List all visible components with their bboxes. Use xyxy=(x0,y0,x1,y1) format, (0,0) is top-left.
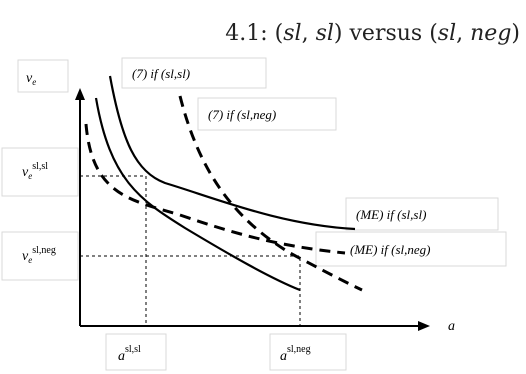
y-axis-arrow-icon xyxy=(75,88,85,100)
y-axis-label-box xyxy=(17,59,69,93)
curve-me-slsl xyxy=(108,75,356,231)
curve-me-slneg-label-box xyxy=(315,231,507,267)
a-slneg-label-box xyxy=(269,333,347,371)
curve-7-slneg-label-box xyxy=(197,97,337,131)
title-pair2-b: neg xyxy=(470,21,511,46)
guide-slsl xyxy=(80,175,147,326)
ve-slneg-label-box xyxy=(1,231,79,281)
title-prefix: 4.1: xyxy=(225,21,274,46)
ve-slsl-label-box xyxy=(1,147,79,197)
title-pair2-a: sl xyxy=(438,21,456,46)
curve-me-slsl-label: (ME) if (sl,sl) xyxy=(356,207,426,222)
ve-slneg-label: vesl,neg xyxy=(22,245,56,265)
curve-7-slneg xyxy=(178,95,363,292)
y-axis-label: ve xyxy=(26,71,36,87)
curve-7-slsl-label: (7) if (sl,sl) xyxy=(132,66,190,81)
x-axis-label: a xyxy=(448,319,455,334)
curve-7-slsl-label-box xyxy=(121,57,267,89)
title-versus: versus xyxy=(343,21,430,46)
ve-slsl-label: vesl,sl xyxy=(22,161,48,181)
curve-me-slsl-label-box xyxy=(345,197,499,231)
figure-title: 4.1: (sl, sl) versus (sl, neg) xyxy=(225,21,520,46)
a-slsl-label-box xyxy=(105,333,167,371)
curve-me-slneg xyxy=(84,123,346,255)
curve-7-slsl xyxy=(94,97,301,292)
curve-7-slneg-label: (7) if (sl,neg) xyxy=(208,107,276,122)
a-slneg-label: asl,neg xyxy=(280,344,311,364)
x-axis-arrow-icon xyxy=(418,321,430,331)
title-pair1-a: sl xyxy=(283,21,301,46)
title-pair1-b: sl xyxy=(316,21,334,46)
curve-me-slneg-label: (ME) if (sl,neg) xyxy=(350,242,431,257)
a-slsl-label: asl,sl xyxy=(118,344,141,364)
guide-slneg xyxy=(80,255,301,326)
